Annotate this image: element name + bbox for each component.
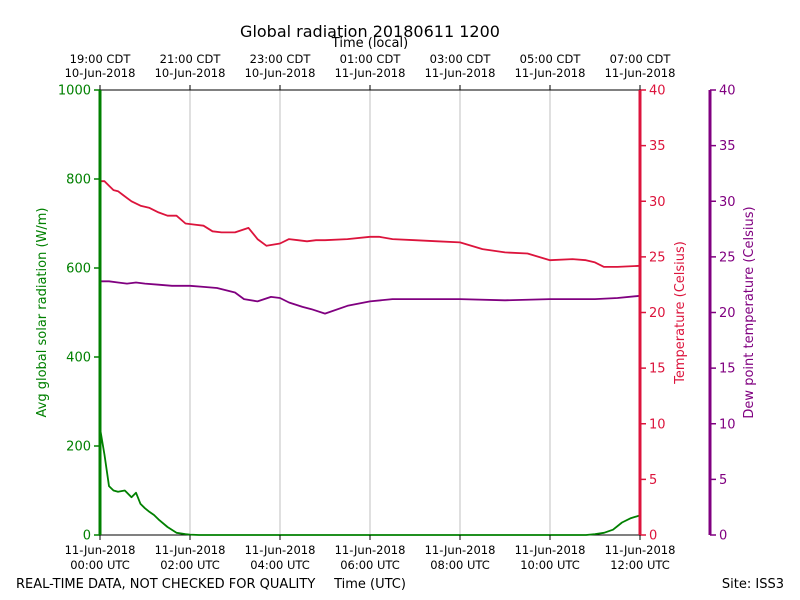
top-axis-label: Time (local) — [331, 36, 408, 51]
x-tick-label: 12:00 UTC — [610, 558, 670, 572]
top-tick-label: 10-Jun-2018 — [155, 66, 226, 80]
x-tick-label: 10:00 UTC — [520, 558, 580, 572]
dewpoint-y-tick-label: 15 — [719, 362, 736, 377]
dewpoint-y-tick-label: 35 — [719, 139, 736, 154]
x-tick-label: 11-Jun-2018 — [155, 543, 226, 557]
x-tick-label: 08:00 UTC — [430, 558, 490, 572]
dewpoint-y-tick-label: 20 — [719, 306, 736, 321]
top-tick-label: 11-Jun-2018 — [515, 66, 586, 80]
footer-site-label: Site: ISS3 — [722, 577, 784, 592]
temperature-y-tick-label: 20 — [649, 306, 666, 321]
series-layer — [99, 180, 641, 536]
radiation-axis-label: Avg global solar radiation (W/m) — [35, 208, 50, 418]
top-tick-label: 23:00 CDT — [250, 52, 312, 66]
x-tick-label: 11-Jun-2018 — [425, 543, 496, 557]
temperature-y-tick-label: 5 — [649, 473, 657, 488]
x-tick-label: 02:00 UTC — [160, 558, 220, 572]
temperature-y-tick-label: 35 — [649, 139, 666, 154]
temperature-y-tick-label: 10 — [649, 417, 666, 432]
x-tick-label: 00:00 UTC — [70, 558, 130, 572]
chart-title: Global radiation 20180611 1200 — [240, 22, 500, 41]
dewpoint-series-line — [100, 280, 641, 315]
temperature-y-tick-label: 0 — [649, 529, 657, 544]
top-tick-label: 19:00 CDT — [70, 52, 132, 66]
x-axis-label: Time (UTC) — [333, 577, 406, 592]
dewpoint-y-tick-label: 25 — [719, 250, 736, 265]
x-tick-label: 11-Jun-2018 — [515, 543, 586, 557]
top-tick-label: 10-Jun-2018 — [245, 66, 316, 80]
radiation-y-tick-label: 400 — [66, 351, 91, 366]
top-tick-label: 10-Jun-2018 — [65, 66, 136, 80]
dewpoint-y-tick-label: 10 — [719, 417, 736, 432]
temperature-axis-label: Temperature (Celsius) — [673, 241, 688, 385]
temperature-y-tick-label: 30 — [649, 195, 666, 210]
top-tick-label: 11-Jun-2018 — [425, 66, 496, 80]
top-tick-label: 01:00 CDT — [340, 52, 402, 66]
x-tick-label: 04:00 UTC — [250, 558, 310, 572]
x-tick-label: 11-Jun-2018 — [245, 543, 316, 557]
temperature-y-tick-label: 25 — [649, 250, 666, 265]
top-tick-label: 11-Jun-2018 — [335, 66, 406, 80]
x-tick-label: 11-Jun-2018 — [335, 543, 406, 557]
x-tick-label: 11-Jun-2018 — [65, 543, 136, 557]
radiation-y-tick-label: 800 — [66, 173, 91, 188]
top-tick-label: 05:00 CDT — [520, 52, 582, 66]
dewpoint-y-tick-label: 30 — [719, 195, 736, 210]
top-tick-label: 11-Jun-2018 — [605, 66, 676, 80]
radiation-y-tick-label: 600 — [66, 262, 91, 277]
radiation-y-tick-label: 0 — [83, 529, 91, 544]
dewpoint-axis-label: Dew point temperature (Celsius) — [742, 206, 757, 418]
top-tick-label: 21:00 CDT — [160, 52, 222, 66]
temperature-series-line — [100, 180, 641, 268]
top-tick-label: 03:00 CDT — [430, 52, 492, 66]
x-tick-label: 11-Jun-2018 — [605, 543, 676, 557]
temperature-y-tick-label: 15 — [649, 362, 666, 377]
x-tick-label: 06:00 UTC — [340, 558, 400, 572]
footer-quality-note: REAL-TIME DATA, NOT CHECKED FOR QUALITY — [16, 577, 315, 592]
temperature-y-tick-label: 40 — [649, 84, 666, 99]
dewpoint-y-tick-label: 40 — [719, 84, 736, 99]
gridlines — [189, 90, 551, 535]
radiation-y-tick-label: 200 — [66, 440, 91, 455]
radiation-y-tick-label: 1000 — [58, 84, 91, 99]
dewpoint-y-tick-label: 0 — [719, 529, 727, 544]
radiation-series-line — [99, 428, 641, 536]
dewpoint-y-tick-label: 5 — [719, 473, 727, 488]
top-tick-label: 07:00 CDT — [610, 52, 672, 66]
